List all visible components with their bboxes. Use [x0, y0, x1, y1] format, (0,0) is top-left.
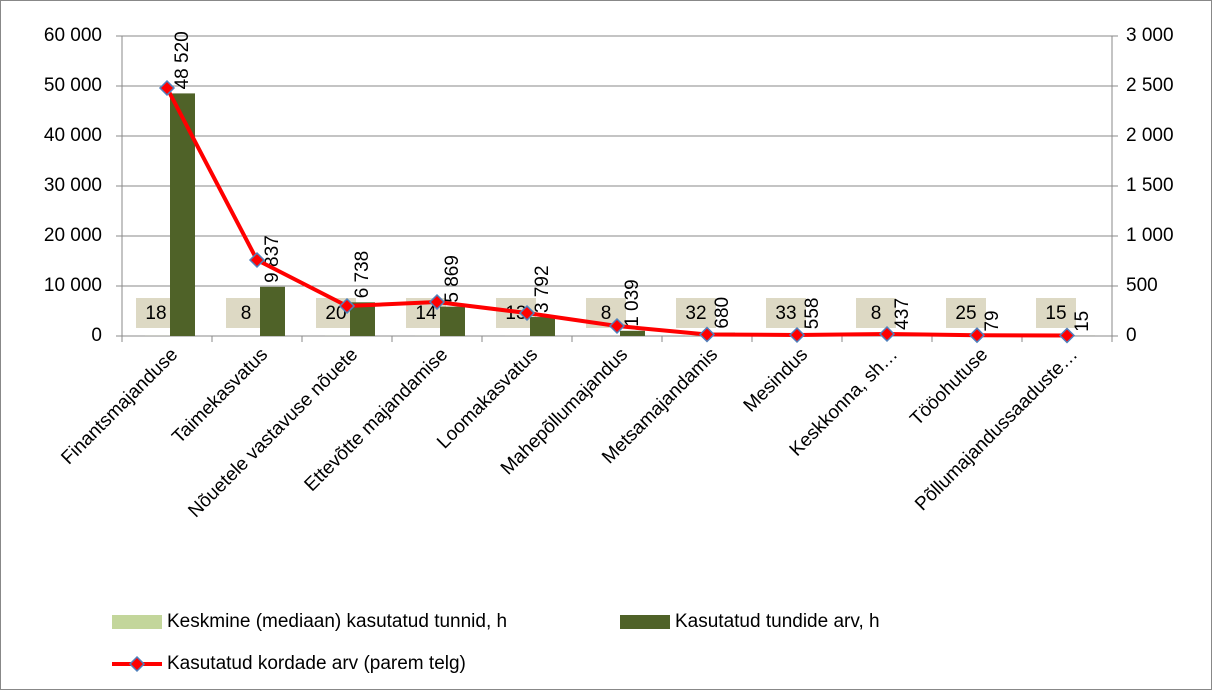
y-tick-label: 50 000: [44, 75, 102, 96]
data-label: 15: [1045, 303, 1066, 324]
y2-tick-label: 2 000: [1126, 125, 1174, 146]
data-label: 9 837: [262, 235, 283, 283]
data-label: 5 869: [442, 255, 463, 303]
bar: [620, 331, 645, 336]
y-tick-label: 30 000: [44, 175, 102, 196]
y2-tick-label: 500: [1126, 275, 1158, 296]
y-tick-label: 40 000: [44, 125, 102, 146]
y2-tick-label: 1 500: [1126, 175, 1174, 196]
data-label: 6 738: [352, 251, 373, 299]
data-label: 558: [802, 298, 823, 330]
y2-tick-label: 2 500: [1126, 75, 1174, 96]
bar: [530, 317, 555, 336]
data-label: 8: [241, 303, 252, 324]
y2-tick-label: 1 000: [1126, 225, 1174, 246]
data-label: 8: [601, 303, 612, 324]
data-label: 1 039: [622, 279, 643, 327]
data-label: 3 792: [532, 265, 553, 313]
legend-label: Kasutatud kordade arv (parem telg): [167, 653, 466, 674]
data-label: 437: [892, 298, 913, 330]
y-tick-label: 20 000: [44, 225, 102, 246]
bar: [440, 307, 465, 336]
legend-swatch: [620, 615, 670, 629]
data-label: 79: [982, 310, 1003, 331]
data-label: 48 520: [172, 31, 193, 89]
data-label: 25: [955, 303, 976, 324]
data-label: 15: [1072, 311, 1093, 332]
bar: [170, 93, 195, 336]
data-label: 8: [871, 303, 882, 324]
data-label: 33: [775, 303, 796, 324]
legend-label: Kasutatud tundide arv, h: [675, 611, 880, 632]
y-tick-label: 0: [91, 325, 102, 346]
y2-tick-label: 0: [1126, 325, 1137, 346]
legend-swatch: [112, 615, 162, 629]
data-label: 32: [685, 303, 706, 324]
y2-tick-label: 3 000: [1126, 25, 1174, 46]
bar: [260, 287, 285, 336]
y-tick-label: 60 000: [44, 25, 102, 46]
data-label: 18: [145, 303, 166, 324]
y-tick-label: 10 000: [44, 275, 102, 296]
data-label: 680: [712, 297, 733, 329]
legend-label: Keskmine (mediaan) kasutatud tunnid, h: [167, 611, 507, 632]
